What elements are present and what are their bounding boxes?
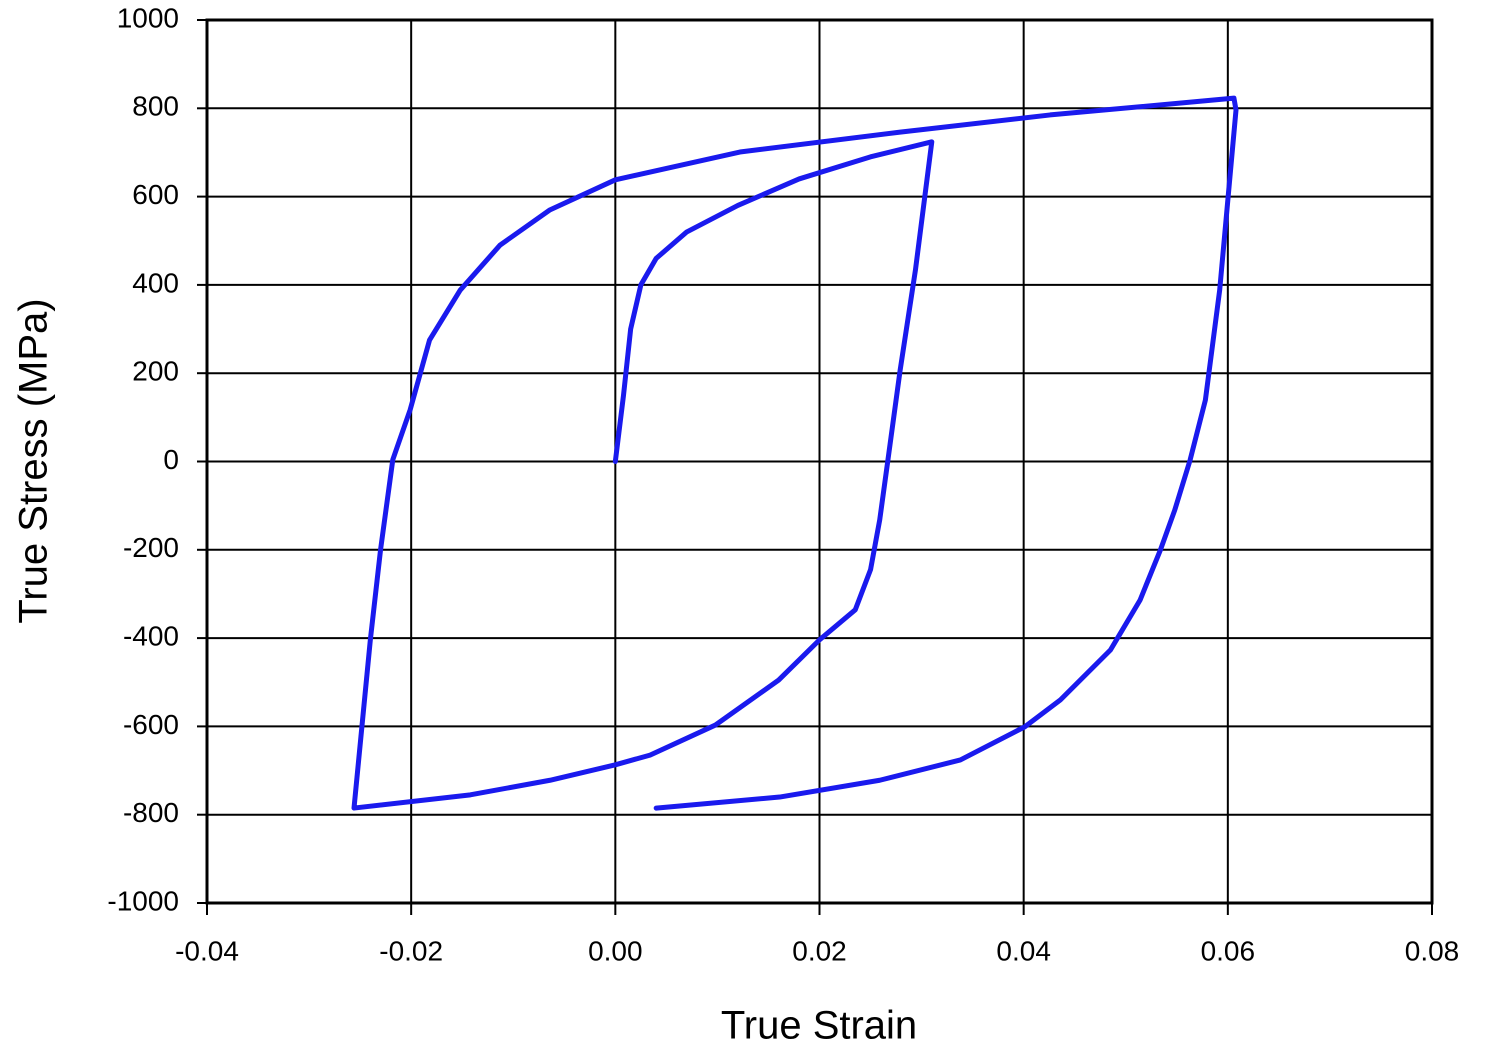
y-tick-label: -400: [123, 620, 179, 651]
y-tick-label: -800: [123, 797, 179, 828]
y-tick-label: 800: [132, 91, 179, 122]
y-tick-label: -600: [123, 709, 179, 740]
x-tick-label: 0.02: [792, 935, 847, 966]
x-tick-label: 0.00: [588, 935, 643, 966]
y-tick-label: -1000: [107, 885, 179, 916]
y-tick-label: 200: [132, 356, 179, 387]
plot-frame: [205, 18, 1434, 905]
x-tick-label: -0.02: [379, 935, 443, 966]
y-tick-label: 600: [132, 179, 179, 210]
x-axis-label: True Strain: [721, 1004, 917, 1046]
x-tick-label: -0.04: [175, 935, 239, 966]
y-axis-label: True Stress (MPa): [12, 298, 56, 623]
y-tick-label: -200: [123, 532, 179, 563]
y-tick-label: 1000: [117, 2, 179, 33]
data-line: [351, 95, 1239, 811]
x-tick-label: 0.04: [996, 935, 1051, 966]
x-tick-label: 0.08: [1405, 935, 1460, 966]
y-tick-label: 400: [132, 267, 179, 298]
y-tick-label: 0: [163, 444, 179, 475]
x-tick-label: 0.06: [1201, 935, 1256, 966]
